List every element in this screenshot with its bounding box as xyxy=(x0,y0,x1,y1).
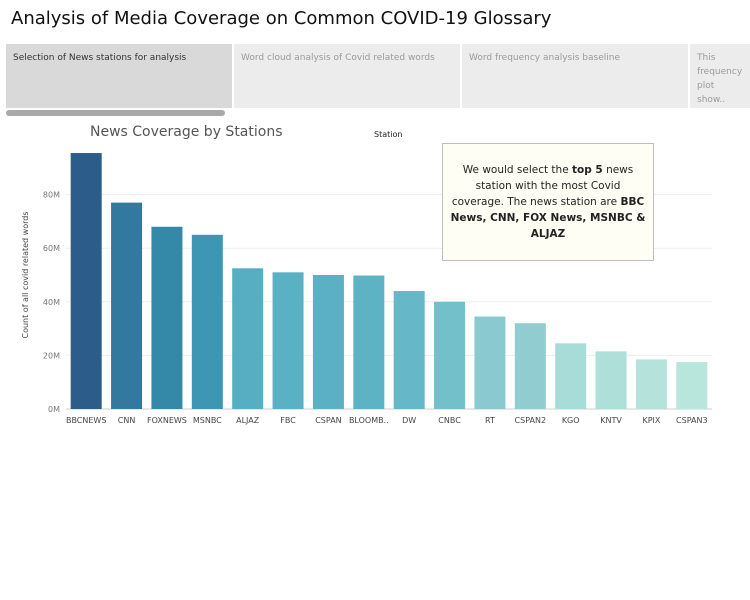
annotation-box: We would select the top 5 news station w… xyxy=(442,143,654,261)
x-tick-label: BLOOMB.. xyxy=(349,416,389,425)
x-tick-label: CSPAN2 xyxy=(515,416,547,425)
x-tick-label: KPIX xyxy=(642,416,660,425)
x-tick-label: FBC xyxy=(280,416,296,425)
column-header-station: Station xyxy=(374,130,403,139)
bar-cspan xyxy=(312,274,344,409)
story-tab-selection-of-news-stations[interactable]: Selection of News stations for analysis xyxy=(6,44,232,108)
x-tick-label: CNBC xyxy=(438,416,461,425)
page-title: Analysis of Media Coverage on Common COV… xyxy=(11,8,552,29)
story-scrollbar[interactable] xyxy=(6,110,225,116)
x-tick-label: CSPAN xyxy=(315,416,341,425)
bar-aljaz xyxy=(232,268,264,409)
bar-chart: 0M 20M 40M 60M 80M Count of all covid related… xyxy=(21,153,712,425)
bar-rt xyxy=(474,316,506,409)
bar-dw xyxy=(393,291,425,409)
x-tick-label: BBCNEWS xyxy=(66,416,106,425)
story-tab-word-cloud-analysis[interactable]: Word cloud analysis of Covid related wor… xyxy=(234,44,460,108)
x-tick-label: ALJAZ xyxy=(236,416,260,425)
bar-kpix xyxy=(635,359,667,409)
bar-kntv xyxy=(595,351,627,409)
bar-kgo xyxy=(555,343,587,409)
x-tick-label: RT xyxy=(485,416,495,425)
y-tick-label: 20M xyxy=(43,351,60,360)
y-tick-label: 60M xyxy=(43,244,60,253)
chart-title: News Coverage by Stations xyxy=(90,124,283,140)
x-tick-label: MSNBC xyxy=(193,416,222,425)
annotation-text-part1: We would select the xyxy=(462,164,573,176)
annotation-text: We would select the top 5 news station w… xyxy=(449,162,647,242)
story-tab-frequency-plot[interactable]: This frequency plot show.. xyxy=(690,44,750,108)
bar-bloomb xyxy=(353,275,385,409)
bar-fbc xyxy=(272,272,304,409)
annotation-text-bold-top5: top 5 xyxy=(572,164,603,176)
bar-foxnews xyxy=(151,226,183,409)
bar-cspan2 xyxy=(514,323,546,409)
y-tick-label: 40M xyxy=(43,298,60,307)
x-tick-label: CNN xyxy=(118,416,136,425)
bar-cspan3 xyxy=(676,362,708,409)
story-tab-word-frequency-baseline[interactable]: Word frequency analysis baseline xyxy=(462,44,688,108)
annotation-text-part2: news station with the most Covid coverag… xyxy=(451,164,634,208)
y-tick-label: 0M xyxy=(48,405,60,414)
x-tick-label: DW xyxy=(402,416,416,425)
x-tick-label: KGO xyxy=(562,416,580,425)
bar-cnbc xyxy=(434,301,466,409)
annotation-text-bold-stations: BBC News, CNN, FOX News, MSNBC & ALJAZ xyxy=(450,196,646,240)
x-tick-label: FOXNEWS xyxy=(147,416,187,425)
bar-cnn xyxy=(111,202,143,409)
bar-msnbc xyxy=(191,234,223,409)
y-axis-label: Count of all covid related words xyxy=(21,212,30,339)
y-tick-label: 80M xyxy=(43,191,60,200)
x-tick-label: CSPAN3 xyxy=(676,416,708,425)
x-tick-label: KNTV xyxy=(600,416,622,425)
bar-bbcnews xyxy=(70,153,102,409)
story-navigator: Selection of News stations for analysis … xyxy=(6,44,750,108)
